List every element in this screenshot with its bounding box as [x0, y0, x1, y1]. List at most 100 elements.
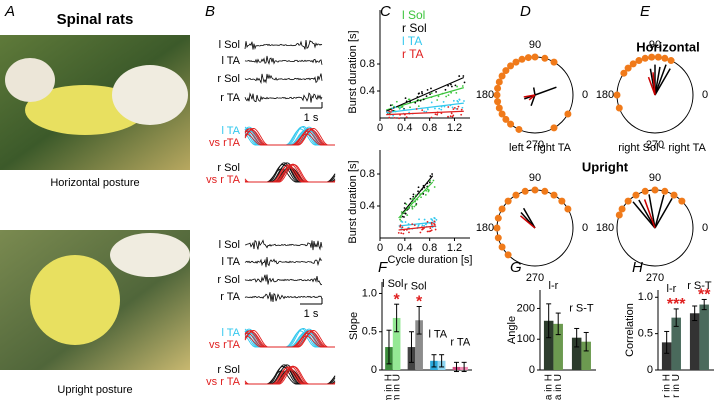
- series-label: a in H: [543, 374, 554, 400]
- scatter-dot: [444, 88, 447, 91]
- phase-dot: [615, 104, 623, 112]
- scatter-dot: [461, 106, 464, 109]
- phase-vector: [654, 198, 673, 229]
- scatter-dot: [401, 105, 404, 108]
- phase-dot: [654, 53, 662, 61]
- x-tick-label: 1.2: [447, 122, 462, 134]
- phase-dot: [558, 197, 566, 205]
- angle-label: 0: [582, 222, 588, 234]
- phase-dot: [629, 60, 637, 68]
- phase-vector: [654, 64, 667, 96]
- bar: [571, 337, 582, 370]
- scatter-dot: [435, 218, 438, 221]
- scatter-dot: [401, 215, 404, 218]
- phase-dot: [524, 54, 532, 62]
- overlay-label: vs rTA: [209, 339, 241, 351]
- scatter-dot: [397, 231, 400, 234]
- scale-label: 1 s: [304, 112, 319, 124]
- overlay-trace: [245, 367, 336, 385]
- scatter-dot: [433, 217, 436, 220]
- scatter-dot: [431, 173, 434, 175]
- scatter-dot: [425, 95, 428, 98]
- scatter-dot: [452, 99, 455, 102]
- scatter-dot: [453, 107, 456, 109]
- scatter-dot: [391, 107, 394, 110]
- overlay-label: l TA: [221, 327, 240, 339]
- scatter-dot: [416, 99, 419, 102]
- phase-dot: [515, 125, 523, 133]
- x-tick-label: 0.8: [422, 122, 437, 134]
- phase-dot: [564, 110, 572, 118]
- scatter-dot: [430, 92, 433, 95]
- overlay-label: r Sol: [217, 364, 240, 376]
- scatter-dot: [421, 228, 424, 231]
- phase-vector: [632, 201, 656, 229]
- phase-dot: [507, 120, 515, 128]
- scatter-dot: [423, 224, 426, 227]
- phase-dot: [661, 187, 669, 195]
- polar-heading: Horizontal: [636, 39, 700, 54]
- scatter-dot: [390, 109, 393, 111]
- phase-dot: [615, 211, 623, 219]
- scatter-dot: [414, 101, 417, 104]
- scatter-dot: [454, 84, 457, 87]
- scatter-dot: [422, 193, 425, 195]
- category-label: l Sol: [382, 278, 403, 290]
- significance: *: [416, 294, 423, 311]
- panel-label: H: [632, 259, 643, 276]
- phase-vector: [532, 87, 536, 96]
- scatter-dot: [452, 108, 455, 111]
- scatter-dot: [460, 113, 463, 116]
- scatter-dot: [450, 112, 453, 115]
- y-axis-label: Angle: [506, 316, 518, 344]
- scatter-dot: [415, 204, 417, 206]
- glove-shape: [5, 58, 55, 102]
- scatter-dot: [450, 85, 453, 88]
- y-tick-label: 0: [529, 364, 535, 376]
- phase-dot: [531, 53, 539, 61]
- scatter-dot: [403, 207, 406, 209]
- scatter-dot: [461, 85, 464, 87]
- bar: [543, 320, 554, 370]
- regression-line: [398, 221, 436, 227]
- phase-dot: [493, 91, 501, 99]
- trace-label: l Sol: [219, 39, 240, 51]
- angle-label: 0: [702, 89, 708, 101]
- phase-vector: [530, 94, 536, 106]
- x-tick-label: 0.4: [397, 242, 412, 254]
- angle-label: 90: [649, 172, 661, 184]
- category-label: l TA: [429, 329, 448, 341]
- x-tick-label: 0: [377, 122, 383, 134]
- scatter-dot: [411, 198, 414, 201]
- phase-dot: [641, 54, 649, 62]
- angle-label: 0: [582, 89, 588, 101]
- scatter-dot: [430, 101, 433, 104]
- scatter-dot: [392, 114, 395, 117]
- phase-dot: [502, 67, 510, 75]
- scatter-dot: [404, 221, 407, 223]
- series-label: r in H: [661, 374, 672, 398]
- scatter-dot: [428, 230, 431, 233]
- legend-entry: r TA: [402, 47, 424, 61]
- significance: *: [394, 291, 401, 308]
- scatter-dot: [450, 83, 452, 86]
- scatter-dot: [429, 179, 431, 182]
- scatter-dot: [432, 179, 435, 182]
- bar: [689, 313, 700, 370]
- phase-vector: [519, 215, 536, 229]
- phase-dot: [504, 197, 512, 205]
- series-label: r in U: [671, 374, 682, 398]
- scatter-dot: [434, 228, 437, 231]
- phase-vector: [528, 94, 536, 101]
- series-label: m in U: [391, 374, 402, 400]
- polar-caption: left - right TA: [509, 142, 572, 154]
- scatter-dot: [449, 115, 452, 118]
- significance: ***: [667, 296, 686, 313]
- scatter-dot: [393, 116, 396, 119]
- legend-entry: l TA: [402, 34, 422, 48]
- phase-vector: [652, 72, 656, 96]
- x-tick-label: 1.2: [447, 242, 462, 254]
- phase-dot: [550, 58, 558, 66]
- scatter-dot: [418, 218, 420, 221]
- scatter-dot: [445, 95, 448, 98]
